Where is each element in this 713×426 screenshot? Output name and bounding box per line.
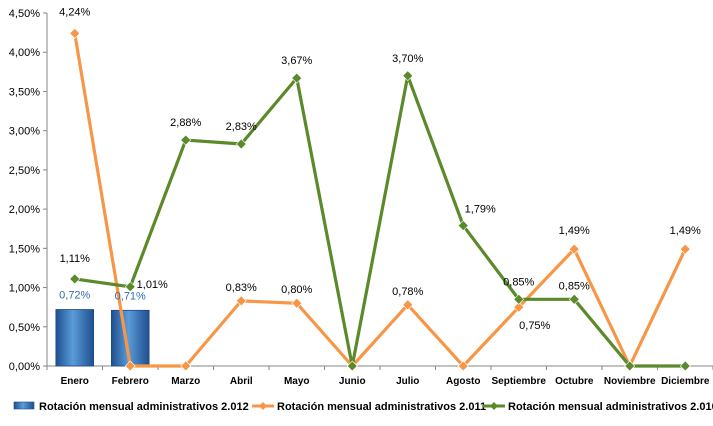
line-data-label: 0,85% [559, 280, 590, 292]
bar-data-label: 0,72% [59, 290, 90, 302]
series-marker [291, 297, 303, 309]
x-tick-label: Diciembre [661, 376, 710, 387]
series-marker [124, 281, 136, 293]
bar-series [55, 309, 150, 367]
line-data-label: 0,78% [392, 286, 423, 298]
x-tick-label: Mayo [284, 376, 310, 387]
legend-swatch-marker [259, 402, 267, 410]
series-marker [402, 70, 414, 82]
x-tick-label: Septiembre [492, 376, 547, 387]
legend-swatch-bar [13, 401, 35, 410]
series-marker [69, 273, 81, 285]
series-marker [457, 220, 469, 232]
y-tick-label: 0,00% [9, 361, 40, 373]
series-marker [235, 295, 247, 307]
bar [55, 309, 95, 367]
x-tick-label: Enero [61, 376, 89, 387]
line-data-label: 1,49% [559, 225, 590, 237]
series-marker [346, 360, 358, 372]
x-tick-label: Marzo [171, 376, 200, 387]
x-tick-label: Julio [396, 376, 419, 387]
y-tick-label: 1,00% [9, 283, 40, 295]
x-tick-label: Noviembre [604, 376, 656, 387]
y-tick-label: 3,50% [9, 86, 40, 98]
series-marker [624, 360, 636, 372]
line-data-label: 2,88% [170, 117, 201, 129]
legend-label: Rotación mensual administrativos 2.010 [508, 401, 713, 413]
line-data-label: 2,83% [226, 121, 257, 133]
line-data-label: 1,49% [670, 225, 701, 237]
series-marker [402, 299, 414, 311]
series-marker [457, 360, 469, 372]
series-marker [69, 27, 81, 39]
y-tick-label: 0,50% [9, 322, 40, 334]
line-data-label: 3,67% [281, 55, 312, 67]
line-data-label: 0,83% [226, 282, 257, 294]
series-marker [124, 360, 136, 372]
x-tick-label: Agosto [446, 376, 480, 387]
series-marker [235, 138, 247, 150]
x-tick-label: Octubre [555, 376, 594, 387]
x-tick-label: Junio [339, 376, 366, 387]
line-series [69, 27, 691, 372]
data-labels: 0,72% 0,71% 4,24% 0,83% 0,80% 0,78% 0,75% 1,49%… [59, 6, 701, 332]
series-marker [513, 293, 525, 305]
y-tick-label: 3,00% [9, 126, 40, 138]
y-tick-label: 2,00% [9, 204, 40, 216]
y-tick-label: 4,00% [9, 47, 40, 59]
series-marker [180, 134, 192, 146]
series-marker [180, 360, 192, 372]
line-data-label: 0,75% [519, 320, 550, 332]
bar-data-label: 0,71% [115, 290, 146, 302]
line-data-label: 4,24% [59, 6, 90, 18]
line-data-label: 1,79% [465, 204, 496, 216]
series-line [73, 33, 687, 368]
y-tick-label: 4,50% [9, 8, 40, 20]
x-tick-label: Febrero [112, 376, 149, 387]
series-marker [568, 293, 580, 305]
line-data-label: 0,85% [503, 276, 534, 288]
line-data-label: 0,80% [281, 284, 312, 296]
line-data-label: 1,11% [60, 253, 91, 265]
legend-label: Rotación mensual administrativos 2.012 [39, 401, 249, 413]
line-data-label: 3,70% [392, 53, 423, 65]
legend-swatch-marker [490, 402, 498, 410]
series-marker [513, 301, 525, 313]
legend: Rotación mensual administrativos 2.012 Ro… [13, 401, 713, 413]
series-marker [568, 243, 580, 255]
series-marker [679, 243, 691, 255]
y-tick-label: 1,50% [9, 243, 40, 255]
line-data-label: 1,01% [137, 279, 168, 291]
series-marker [291, 72, 303, 84]
x-tick-label: Abril [230, 376, 253, 387]
series-marker [679, 360, 691, 372]
axes: 0,00% 0,50% 1,00% 1,50% 2,00% 2,50% 3,00% 3,50%… [9, 8, 713, 387]
legend-label: Rotación mensual administrativos 2.011 [277, 401, 486, 413]
y-tick-label: 2,50% [9, 165, 40, 177]
series-line [74, 74, 686, 368]
